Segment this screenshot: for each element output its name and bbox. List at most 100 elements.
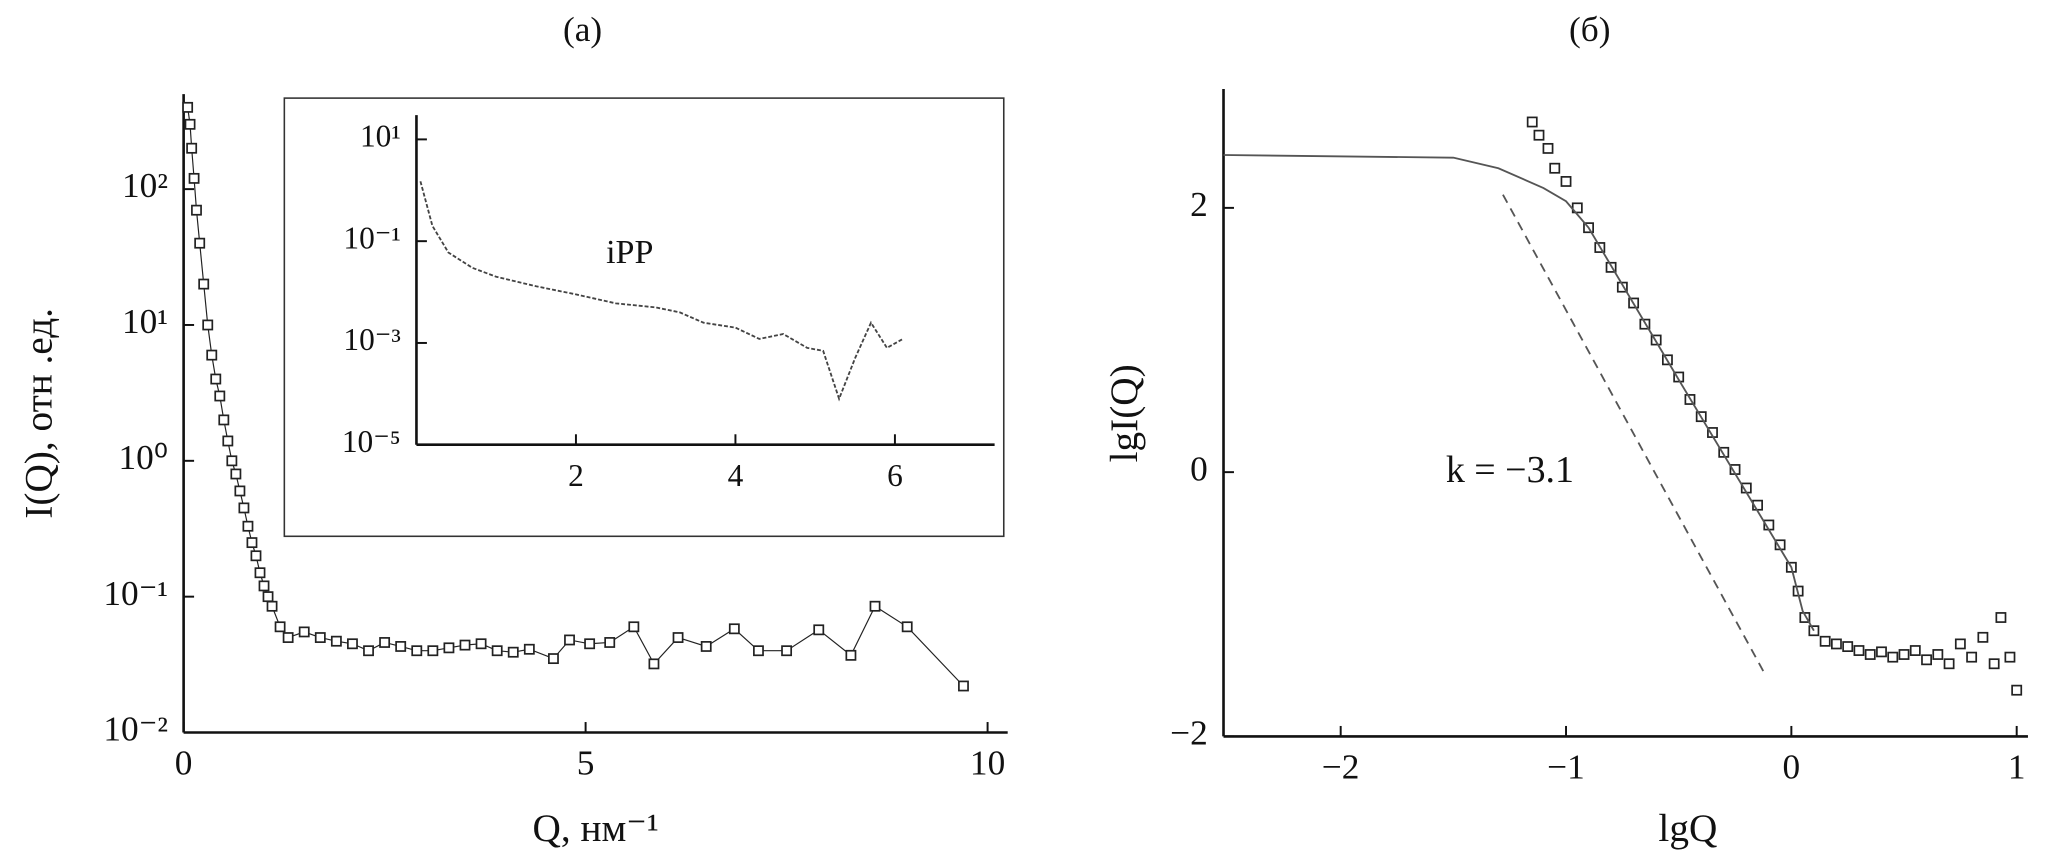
marker	[262, 591, 274, 603]
marker	[246, 537, 258, 549]
marker	[1808, 625, 1820, 637]
annotation: k = −3.1	[1446, 449, 1574, 491]
marker	[274, 621, 286, 633]
marker	[1887, 651, 1899, 663]
marker	[222, 435, 234, 447]
inset-frame	[283, 97, 1005, 538]
marker	[523, 643, 535, 655]
x-tick-label: 0	[175, 744, 193, 783]
x-tick-label: −1	[1547, 748, 1585, 787]
y-tick-label: 10⁻³	[343, 322, 400, 357]
marker	[628, 621, 640, 633]
marker	[1853, 645, 1865, 656]
marker	[1954, 638, 1966, 650]
marker	[2011, 684, 2023, 696]
x-tick-label: 4	[728, 458, 744, 493]
marker	[700, 641, 712, 652]
series-line	[419, 181, 904, 402]
marker	[194, 237, 206, 249]
marker	[564, 634, 575, 646]
marker	[226, 455, 238, 467]
marker	[604, 637, 616, 648]
y-tick-label: 10⁻¹	[103, 574, 168, 613]
x-axis-label: lgQ	[1658, 807, 1717, 850]
marker	[958, 680, 969, 692]
marker	[1526, 116, 1538, 128]
marker	[258, 580, 270, 592]
marker	[1932, 649, 1944, 660]
marker	[1799, 612, 1811, 623]
marker	[813, 624, 825, 636]
marker	[282, 632, 294, 643]
y-tick-label: 2	[1190, 185, 1208, 224]
marker	[728, 623, 740, 635]
marker	[218, 414, 230, 426]
series-line	[1502, 194, 1766, 674]
marker	[475, 638, 487, 650]
marker	[1673, 371, 1685, 383]
marker	[869, 600, 881, 612]
marker	[1898, 649, 1910, 660]
y-axis-label: I(Q), отн .ед.	[17, 308, 60, 519]
marker	[1909, 645, 1921, 656]
marker	[491, 645, 503, 657]
y-tick-label: 0	[1190, 449, 1208, 488]
x-tick-label: 6	[887, 458, 903, 493]
marker	[548, 653, 559, 665]
marker	[1966, 651, 1978, 663]
y-tick-label: 10⁻²	[103, 710, 168, 749]
y-tick-label: 10⁻⁵	[342, 424, 401, 459]
marker	[2004, 651, 2016, 663]
y-tick-label: 10¹	[360, 119, 401, 154]
marker	[507, 646, 519, 658]
marker	[395, 641, 407, 652]
marker	[210, 373, 222, 385]
marker	[1542, 142, 1554, 154]
y-tick-label: −2	[1170, 714, 1208, 753]
y-tick-label: 10⁰	[118, 438, 167, 477]
chart-title: (a)	[563, 10, 602, 49]
marker	[443, 642, 455, 654]
marker	[298, 626, 310, 638]
marker	[1819, 635, 1831, 647]
marker	[182, 101, 194, 113]
x-tick-label: 5	[577, 744, 595, 783]
x-tick-label: 10	[970, 744, 1005, 783]
x-axis-label: Q, нм⁻¹	[533, 807, 659, 850]
marker	[1718, 446, 1730, 458]
marker	[191, 204, 202, 216]
marker	[845, 649, 857, 661]
marker	[584, 638, 596, 650]
x-tick-label: −2	[1322, 748, 1360, 787]
marker	[234, 485, 246, 497]
marker	[411, 645, 423, 657]
marker	[242, 520, 254, 532]
y-axis-label: lgI(Q)	[1103, 364, 1146, 462]
marker	[198, 278, 210, 290]
marker	[379, 637, 391, 648]
marker	[347, 638, 358, 650]
marker	[202, 319, 214, 331]
marker	[254, 567, 266, 579]
marker	[1533, 129, 1545, 141]
y-tick-label: 10⁻¹	[343, 220, 400, 255]
marker	[206, 349, 218, 361]
marker	[363, 645, 374, 657]
marker	[238, 502, 250, 514]
marker	[266, 600, 278, 612]
marker	[459, 639, 471, 651]
marker	[250, 550, 262, 562]
y-tick-label: 10¹	[122, 302, 168, 341]
marker	[753, 645, 764, 657]
marker	[1549, 162, 1561, 174]
x-tick-label: 0	[1783, 748, 1801, 787]
marker	[1864, 649, 1876, 660]
y-tick-label: 10²	[122, 166, 168, 205]
marker	[1616, 281, 1628, 293]
marker	[1921, 654, 1932, 666]
marker	[1977, 631, 1989, 643]
marker	[901, 621, 913, 633]
marker	[1876, 646, 1887, 658]
